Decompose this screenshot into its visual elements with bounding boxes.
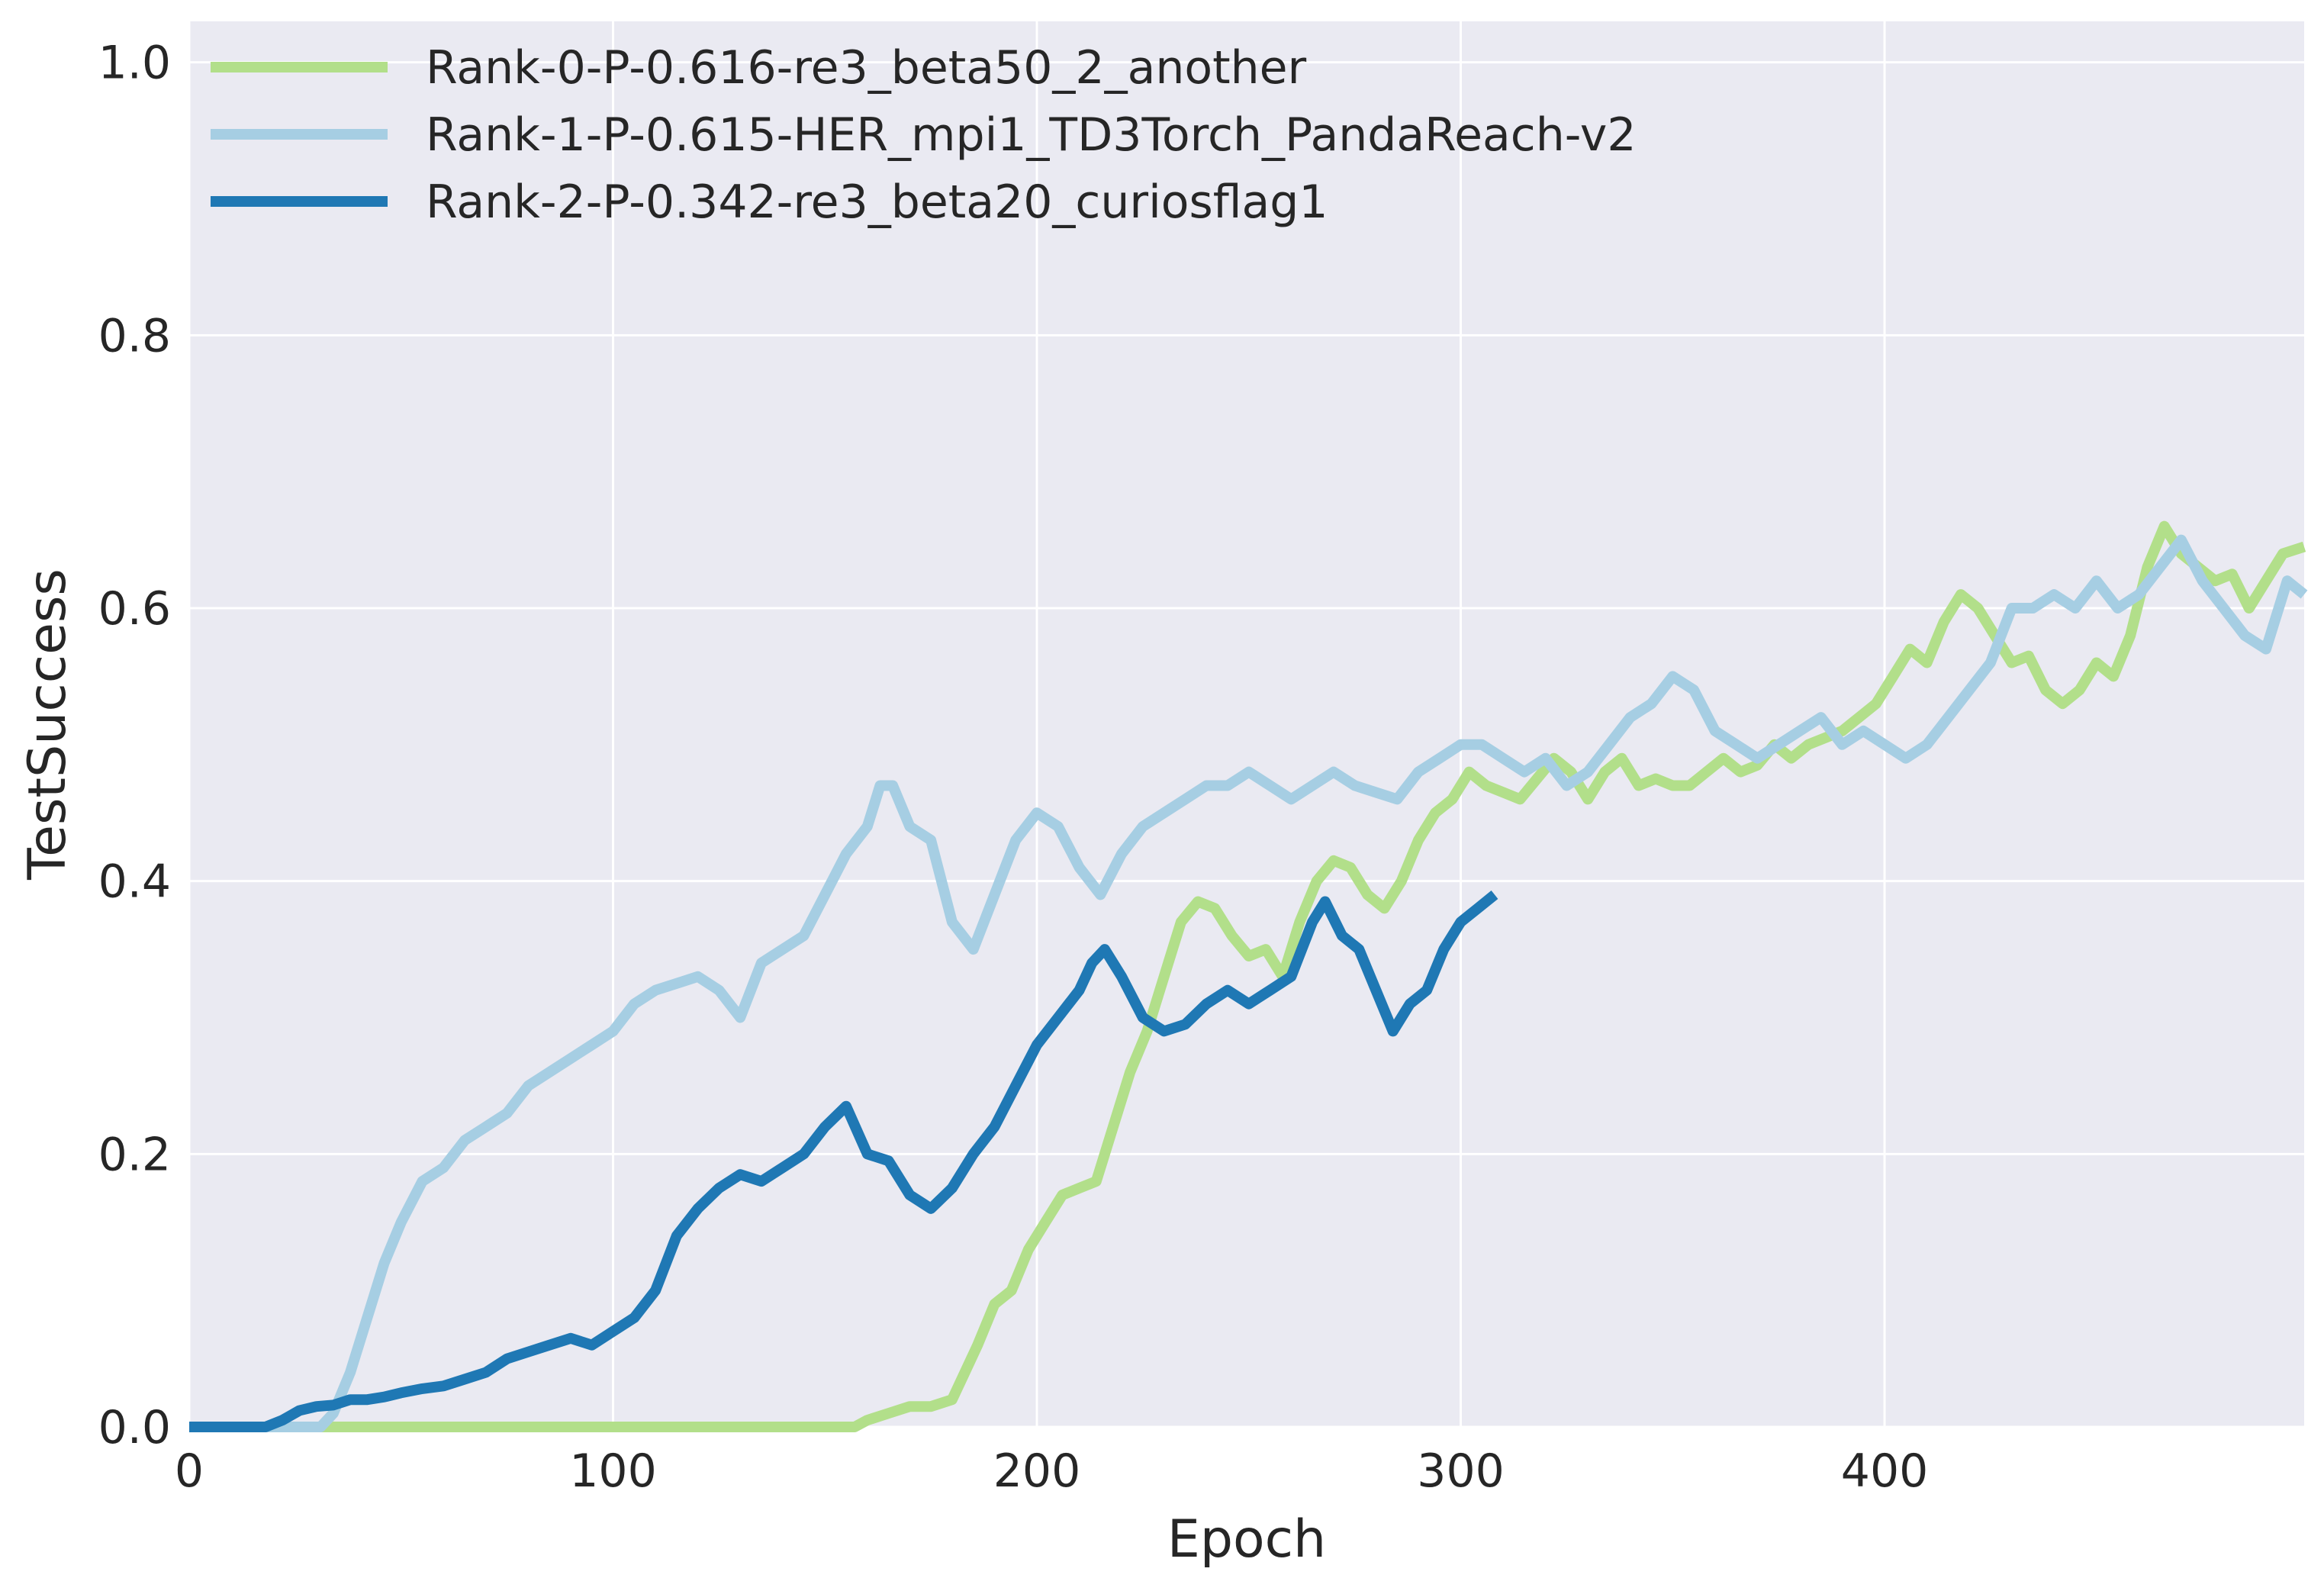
y-tick-label: 0.6: [98, 582, 171, 636]
tick-labels: 0 100 200 300 400 0.0 0.2 0.4 0.6 0.8 1.0: [98, 37, 1929, 1498]
x-axis-label: Epoch: [1167, 1509, 1326, 1570]
legend-label-1: Rank-1-P-0.615-HER_mpi1_TD3Torch_PandaRe…: [426, 108, 1637, 162]
series-line-0: [189, 520, 2306, 1432]
y-tick-label: 0.2: [98, 1128, 171, 1181]
y-tick-label: 1.0: [98, 37, 171, 90]
plot-background: [189, 21, 2304, 1427]
legend-label-2: Rank-2-P-0.342-re3_beta20_curiosflag1: [426, 176, 1328, 229]
x-tick-label: 400: [1841, 1444, 1929, 1498]
series-layer: [189, 520, 2308, 1432]
legend-label-0: Rank-0-P-0.616-re3_beta50_2_another: [426, 41, 1307, 95]
series-line-2: [189, 891, 1498, 1432]
legend: Rank-0-P-0.616-re3_beta50_2_another Rank-…: [211, 41, 1637, 229]
y-tick-label: 0.0: [98, 1401, 171, 1454]
x-tick-label: 100: [569, 1444, 657, 1498]
series-line-1: [189, 534, 2308, 1432]
x-tick-label: 200: [993, 1444, 1081, 1498]
x-tick-label: 0: [175, 1444, 204, 1498]
x-tick-label: 300: [1417, 1444, 1505, 1498]
y-axis-label: TestSuccess: [18, 568, 78, 881]
y-tick-label: 0.4: [98, 855, 171, 909]
y-tick-label: 0.8: [98, 309, 171, 362]
